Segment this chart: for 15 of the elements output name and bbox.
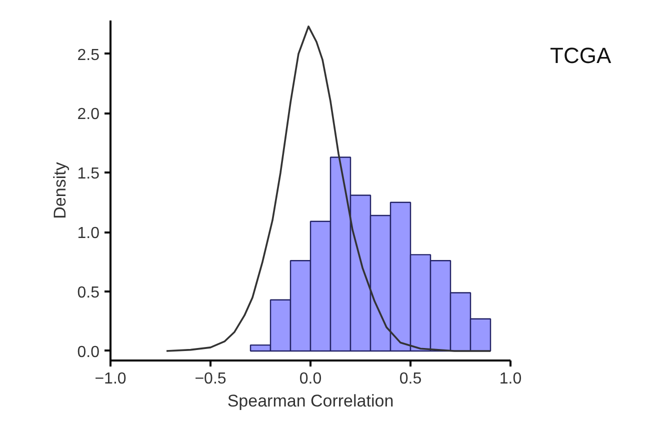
x-tick-label: −1.0 [94, 370, 126, 388]
y-tick-label: 0.5 [77, 284, 100, 302]
text: TCGA [550, 42, 612, 70]
x-tick-label: −0.5 [194, 370, 226, 388]
y-tick-label: 2.5 [77, 46, 100, 64]
y-tick-label: 1.0 [77, 225, 100, 242]
y-tick-label: 1.5 [77, 166, 100, 183]
x-axis-title: Spearman Correlation [227, 392, 394, 410]
y-tick-label: 0.0 [77, 344, 100, 361]
y-tick-label: 2.0 [77, 106, 100, 124]
line-series [166, 26, 492, 352]
x-tick-label: 0.5 [399, 370, 422, 388]
x-tick-label: 1.0 [499, 370, 522, 388]
x-tick-label: 0.0 [299, 370, 322, 388]
y-axis-title: Density [50, 162, 70, 219]
